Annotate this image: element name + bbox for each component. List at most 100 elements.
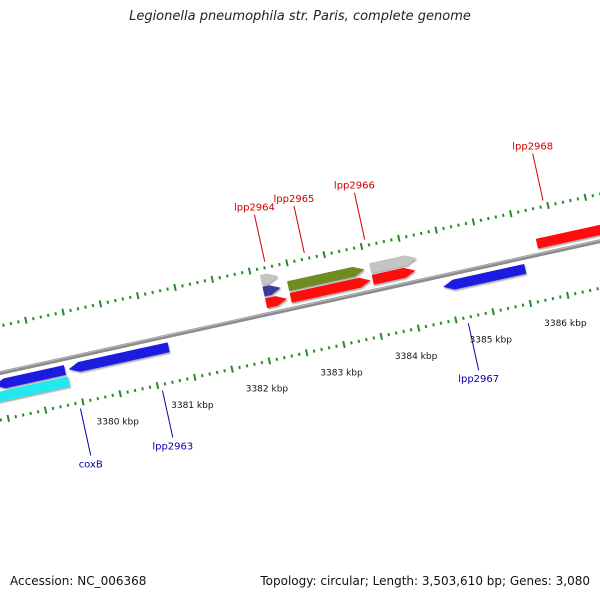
kbp-label: 3381 kbp [171, 401, 214, 411]
forward-tick [337, 249, 341, 254]
forward-tick [591, 193, 595, 198]
forward-tick [143, 292, 147, 296]
forward-tick [255, 267, 259, 272]
reverse-tick [402, 329, 405, 334]
gene-feature[interactable] [68, 342, 170, 372]
gene-feature[interactable] [0, 365, 66, 389]
backbone-highlight [0, 239, 600, 373]
forward-tick [31, 316, 35, 321]
forward-tick [449, 225, 453, 229]
forward-tick [531, 207, 535, 211]
reverse-tick [0, 418, 3, 422]
reverse-tick [424, 324, 428, 329]
forward-tick [293, 259, 296, 263]
reverse-tick [223, 369, 226, 373]
reverse-tick [335, 344, 338, 348]
reverse-tick [103, 395, 107, 399]
reverse-tick [230, 365, 234, 373]
reverse-tick [148, 385, 152, 389]
forward-tick [308, 256, 311, 260]
reverse-tick [544, 298, 547, 302]
reverse-tick [342, 340, 346, 349]
forward-tick [54, 312, 57, 316]
forward-tick [516, 210, 520, 214]
forward-tick [225, 274, 229, 278]
genome-summary-text: Topology: circular; Length: 3,503,610 bp… [260, 574, 590, 588]
gene-feature[interactable] [287, 266, 365, 292]
reverse-tick [6, 414, 11, 422]
forward-tick [2, 323, 5, 327]
backbone [0, 239, 600, 376]
reverse-tick [297, 352, 301, 357]
reverse-tick [581, 290, 584, 294]
gene-feature[interactable] [265, 296, 287, 309]
reverse-tick [36, 410, 40, 414]
gene-label[interactable]: lpp2965 [274, 194, 315, 205]
forward-tick [84, 305, 87, 309]
forward-tick [352, 246, 356, 250]
reverse-tick [357, 339, 361, 343]
forward-tick [121, 297, 125, 301]
forward-tick [583, 193, 588, 201]
reverse-tick [439, 321, 443, 325]
gene-feature[interactable] [535, 219, 600, 249]
forward-tick [569, 198, 572, 203]
gene-feature[interactable] [262, 285, 281, 297]
gene-features[interactable] [0, 219, 600, 407]
forward-tick [135, 292, 140, 300]
forward-tick [46, 313, 50, 318]
reverse-tick [238, 365, 241, 370]
reverse-tick [141, 387, 144, 391]
forward-tick [203, 279, 207, 283]
gene-label[interactable]: lpp2964 [234, 203, 275, 214]
forward-tick [285, 259, 289, 267]
gene-label[interactable]: lpp2966 [334, 181, 375, 192]
reverse-tick [327, 346, 331, 350]
gene-label[interactable]: coxB [79, 459, 103, 470]
forward-tick [427, 230, 430, 234]
forward-tick [61, 308, 65, 316]
reverse-tick [387, 333, 391, 337]
reverse-tick [416, 324, 421, 332]
label-leader-line [162, 390, 174, 438]
gene-feature[interactable] [443, 263, 527, 290]
gene-feature[interactable] [369, 255, 417, 273]
forward-tick [114, 298, 117, 303]
reverse-tick [253, 362, 256, 366]
gene-label[interactable]: lpp2963 [152, 441, 193, 452]
gene-feature[interactable] [259, 273, 279, 285]
forward-tick [397, 234, 401, 242]
reverse-tick [432, 323, 435, 327]
reverse-tick [96, 396, 100, 401]
reverse-tick [282, 355, 286, 360]
forward-tick [375, 241, 378, 245]
reverse-tick [320, 347, 323, 352]
reverse-tick [528, 299, 533, 308]
kbp-labels: 3380 kbp 3381 kbp 3382 kbp 3383 kbp 3384 kbp… [97, 319, 587, 427]
reverse-tick [499, 308, 502, 312]
reverse-tick [551, 296, 555, 301]
gene-feature[interactable] [0, 376, 71, 407]
forward-tick [322, 251, 326, 259]
forward-tick [196, 280, 199, 285]
reverse-tick [155, 381, 160, 390]
gene-feature[interactable] [289, 277, 371, 303]
reverse-tick [469, 314, 473, 319]
reverse-tick [536, 300, 540, 304]
forward-tick [442, 226, 445, 231]
reverse-tick [118, 390, 122, 398]
forward-tick [158, 289, 162, 293]
forward-tick [382, 239, 386, 244]
forward-tick [188, 282, 192, 286]
gene-feature[interactable] [371, 267, 416, 285]
gene-label[interactable]: lpp2967 [458, 374, 499, 385]
forward-tick [270, 264, 274, 268]
forward-tick [464, 221, 468, 226]
reverse-tick [186, 377, 189, 381]
forward-tick [479, 218, 483, 222]
forward-tick [554, 202, 557, 206]
gene-label[interactable]: lpp2968 [512, 142, 553, 153]
reverse-tick [74, 401, 77, 406]
forward-tick [233, 272, 237, 277]
